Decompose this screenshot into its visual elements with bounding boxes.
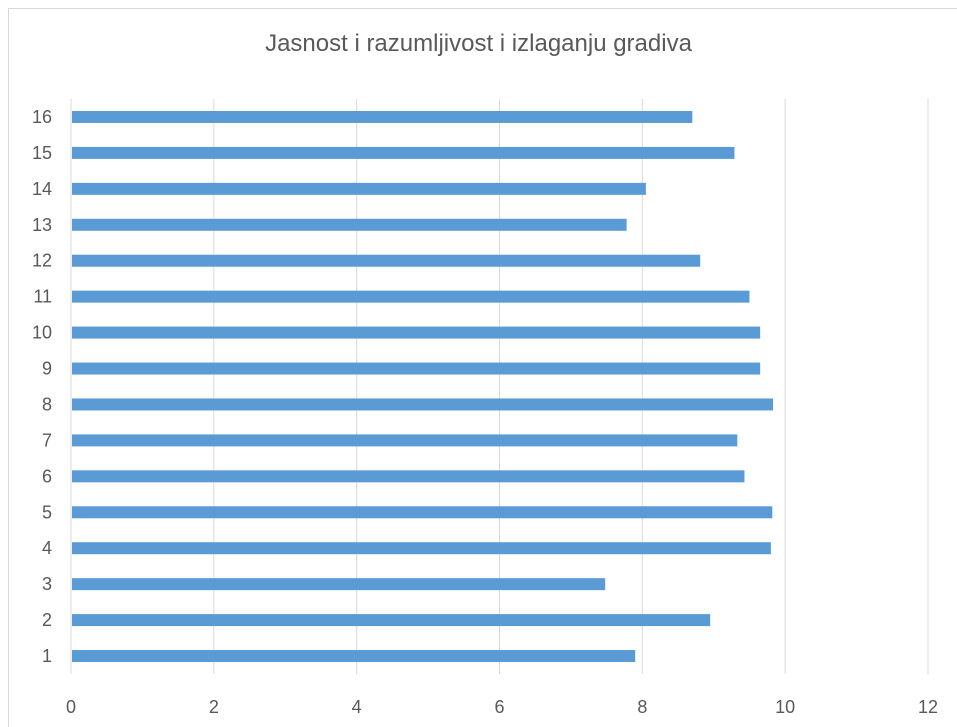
y-tick-label: 14	[32, 179, 52, 199]
bar-11	[72, 290, 750, 303]
y-tick-label: 15	[32, 143, 52, 163]
bar-4	[72, 542, 771, 555]
x-tick-label: 10	[775, 697, 795, 717]
bar-1	[72, 650, 636, 663]
bar-10	[72, 326, 761, 339]
y-tick-label: 9	[42, 359, 52, 379]
bar-3	[72, 578, 606, 591]
y-tick-label: 10	[32, 323, 52, 343]
bar-5	[72, 506, 773, 519]
y-tick-label: 13	[32, 215, 52, 235]
bar-7	[72, 434, 738, 447]
x-tick-label: 2	[209, 697, 219, 717]
x-tick-label: 4	[352, 697, 362, 717]
bar-12	[72, 254, 701, 267]
x-tick-label: 6	[494, 697, 504, 717]
bar-15	[72, 146, 735, 159]
y-tick-label: 16	[32, 107, 52, 127]
bar-13	[72, 218, 627, 231]
bar-8	[72, 398, 774, 411]
y-tick-label: 1	[42, 646, 52, 666]
y-tick-label: 6	[42, 466, 52, 486]
chart-title: Jasnost i razumljivost i izlaganju gradi…	[265, 30, 692, 57]
x-tick-label: 12	[918, 697, 938, 717]
bar-9	[72, 362, 761, 375]
bar-14	[72, 182, 646, 195]
y-tick-label: 8	[42, 394, 52, 414]
bar-16	[72, 110, 693, 123]
y-tick-label: 12	[32, 251, 52, 271]
y-tick-label: 3	[42, 574, 52, 594]
bar-2	[72, 614, 711, 627]
x-tick-label: 8	[637, 697, 647, 717]
x-tick-label: 0	[66, 697, 76, 717]
y-tick-label: 5	[42, 502, 52, 522]
bar-6	[72, 470, 745, 483]
y-tick-label: 2	[42, 610, 52, 630]
y-tick-label: 7	[42, 430, 52, 450]
y-tick-label: 11	[33, 287, 52, 307]
y-tick-label: 4	[42, 538, 52, 558]
